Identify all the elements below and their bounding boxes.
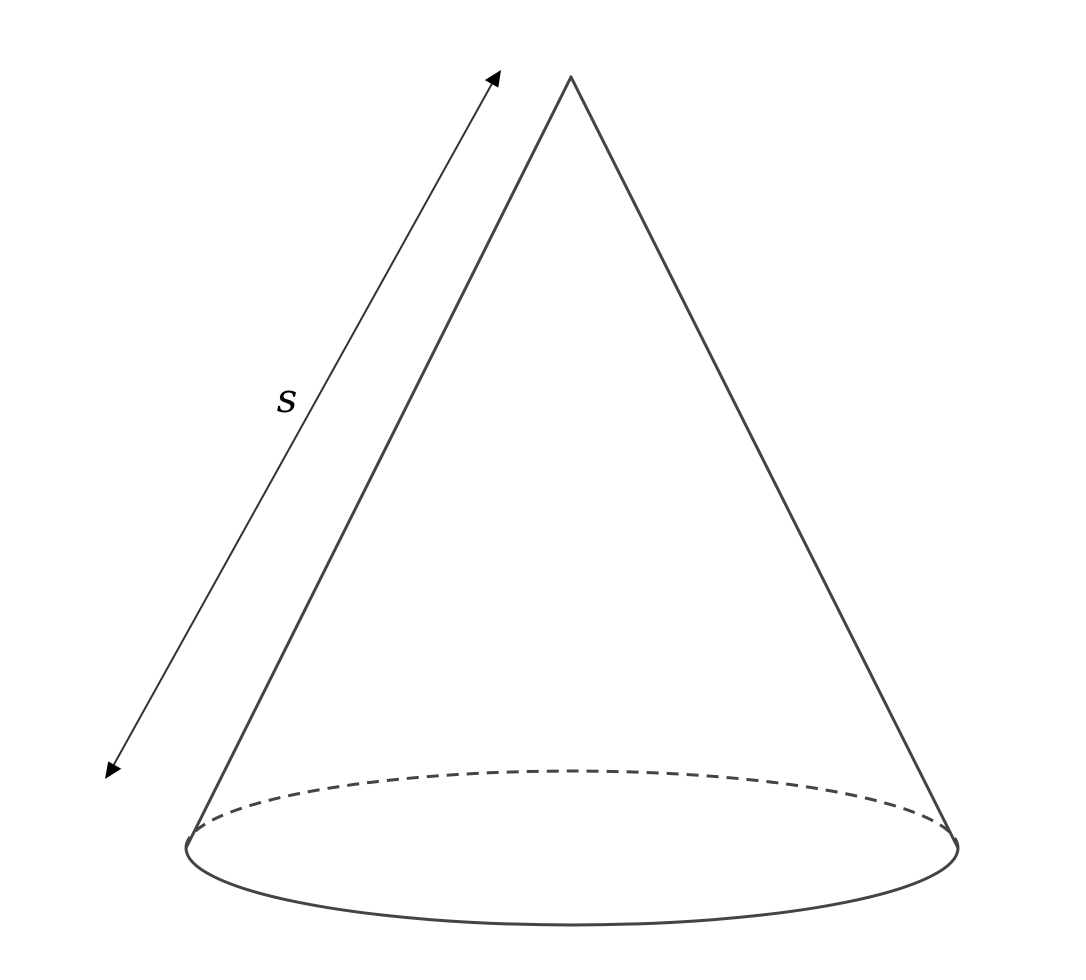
slant-arrowhead-top [484,70,501,88]
cone-left-side [184,75,573,850]
cone-right-side [569,75,960,850]
slant-height-label: s [277,376,298,422]
slant-arrowhead-bottom [105,761,122,779]
cone-base-front-edge [184,847,960,927]
slant-height-dimension-line [111,79,495,769]
cone-apex [569,75,573,79]
cone-base-back-edge [184,769,960,849]
